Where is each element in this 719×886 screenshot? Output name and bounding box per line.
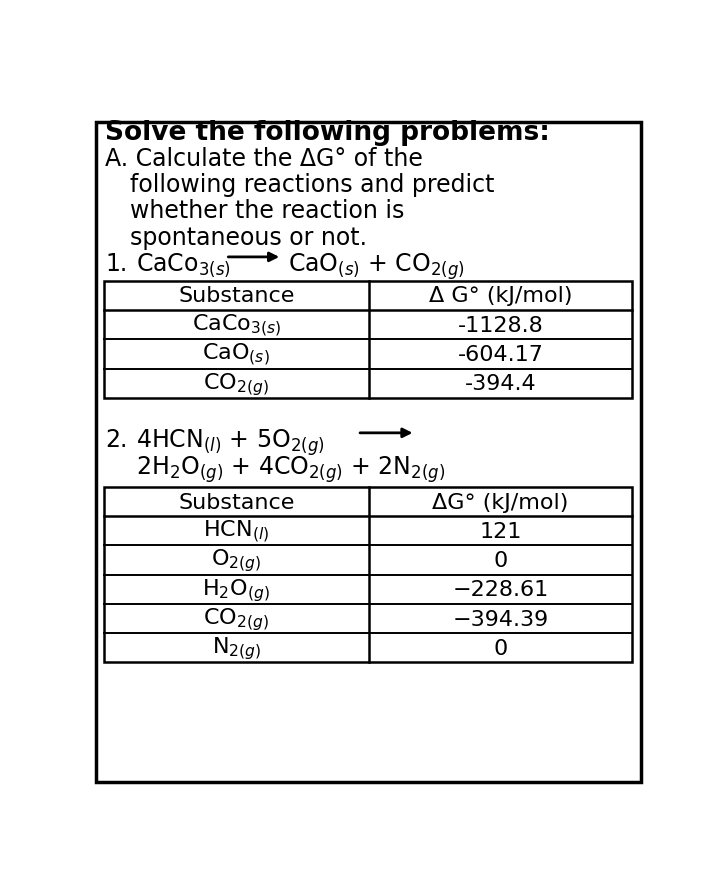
Text: CaCo$_{3(s)}$: CaCo$_{3(s)}$ [192, 312, 281, 338]
Text: CO$_{2(g)}$: CO$_{2(g)}$ [203, 605, 270, 633]
Text: following reactions and predict: following reactions and predict [130, 173, 495, 197]
Text: −228.61: −228.61 [452, 579, 549, 600]
Text: -1128.8: -1128.8 [458, 315, 544, 336]
Text: -394.4: -394.4 [464, 374, 536, 393]
Text: N$_{2(g)}$: N$_{2(g)}$ [211, 634, 261, 662]
Text: 121: 121 [480, 521, 522, 541]
Text: Solve the following problems:: Solve the following problems: [106, 120, 550, 145]
Text: Substance: Substance [178, 492, 295, 512]
Text: ΔG° (kJ/mol): ΔG° (kJ/mol) [432, 492, 569, 512]
Text: CaO$_{(s)}$ + CO$_{2(g)}$: CaO$_{(s)}$ + CO$_{2(g)}$ [288, 252, 464, 282]
Text: CaO$_{(s)}$: CaO$_{(s)}$ [203, 341, 270, 368]
Text: spontaneous or not.: spontaneous or not. [130, 225, 367, 249]
Text: CO$_{2(g)}$: CO$_{2(g)}$ [203, 370, 270, 397]
Text: 4HCN$_{(l)}$ + 5O$_{2(g)}$: 4HCN$_{(l)}$ + 5O$_{2(g)}$ [137, 427, 325, 458]
Text: 2H$_{2}$O$_{(g)}$ + 4CO$_{2(g)}$ + 2N$_{2(g)}$: 2H$_{2}$O$_{(g)}$ + 4CO$_{2(g)}$ + 2N$_{… [137, 454, 446, 484]
FancyBboxPatch shape [104, 487, 633, 663]
Text: A. Calculate the ΔG° of the: A. Calculate the ΔG° of the [106, 147, 423, 171]
Text: 2.: 2. [106, 427, 128, 451]
Text: whether the reaction is: whether the reaction is [130, 199, 405, 223]
Text: HCN$_{(l)}$: HCN$_{(l)}$ [203, 518, 270, 544]
FancyBboxPatch shape [96, 122, 641, 782]
Text: -604.17: -604.17 [458, 345, 544, 364]
Text: Substance: Substance [178, 286, 295, 307]
Text: Δ G° (kJ/mol): Δ G° (kJ/mol) [429, 286, 572, 307]
Text: 1.: 1. [106, 252, 128, 276]
Text: −394.39: −394.39 [452, 609, 549, 629]
Text: O$_{2(g)}$: O$_{2(g)}$ [211, 547, 262, 574]
Text: CaCo$_{3(s)}$: CaCo$_{3(s)}$ [137, 252, 232, 279]
FancyBboxPatch shape [104, 282, 633, 399]
Text: 0: 0 [493, 638, 508, 658]
Text: 0: 0 [493, 550, 508, 571]
Text: H$_{2}$O$_{(g)}$: H$_{2}$O$_{(g)}$ [203, 576, 270, 603]
